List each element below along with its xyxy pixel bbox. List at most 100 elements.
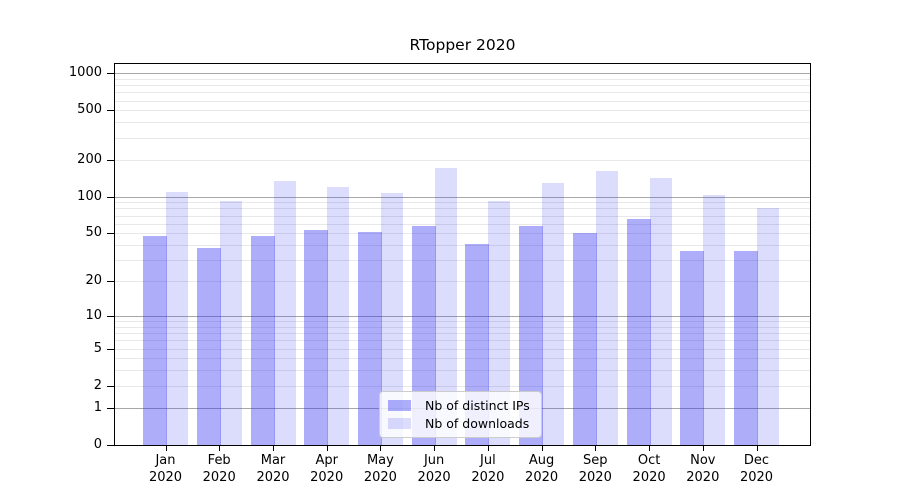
- bar-distinct-ips: [304, 230, 329, 445]
- gridline-minor: [115, 122, 810, 124]
- legend-swatch-downloads-icon: [388, 418, 411, 429]
- gridline-minor: [115, 137, 810, 139]
- gridline-major: [115, 196, 810, 198]
- bar-downloads: [327, 186, 350, 445]
- x-tick-year: 2020: [363, 470, 397, 485]
- bar-downloads: [703, 194, 726, 445]
- x-tick-label: Nov 2020: [671, 452, 735, 486]
- gridline-minor: [115, 326, 810, 328]
- x-tick-label: Jan 2020: [134, 452, 198, 486]
- x-tick-month: Aug: [528, 453, 555, 468]
- x-tick-month: Dec: [743, 453, 770, 468]
- x-tick-mark: [595, 446, 597, 451]
- bar-downloads: [595, 170, 618, 445]
- x-tick-mark: [273, 446, 274, 451]
- gridline-minor: [115, 208, 810, 210]
- y-tick-label: 100: [77, 188, 102, 204]
- x-tick-mark: [219, 446, 221, 451]
- gridline-minor: [115, 370, 810, 372]
- x-tick-mark: [326, 446, 328, 451]
- bar-distinct-ips: [196, 247, 221, 445]
- x-tick-label: Aug 2020: [510, 452, 574, 486]
- x-tick-label: Apr 2020: [295, 452, 359, 486]
- bar-distinct-ips: [143, 235, 167, 445]
- bar-distinct-ips: [680, 250, 705, 445]
- x-tick-year: 2020: [148, 470, 183, 485]
- x-tick-mark: [756, 446, 758, 451]
- chart-title: RTopper 2020: [409, 36, 516, 54]
- x-tick-year: 2020: [471, 470, 505, 485]
- gridline-minor: [115, 85, 810, 86]
- x-tick-month: Jun: [423, 453, 445, 468]
- y-tick-mark: [107, 73, 114, 74]
- gridline-major: [115, 73, 810, 74]
- x-tick-month: Jul: [480, 453, 496, 468]
- gridline-minor: [115, 92, 810, 94]
- x-tick-month: Nov: [690, 453, 716, 468]
- bar-downloads: [542, 182, 565, 445]
- x-tick-mark: [165, 446, 167, 451]
- bar-downloads: [219, 201, 242, 445]
- x-tick-year: 2020: [632, 470, 666, 485]
- gridline-minor: [115, 333, 810, 334]
- x-tick-mark: [649, 446, 651, 451]
- bar-downloads: [757, 208, 779, 445]
- legend-label-downloads: Nb of downloads: [425, 416, 530, 431]
- legend-label-distinct-ips: Nb of distinct IPs: [425, 398, 530, 413]
- bar-downloads: [649, 177, 672, 445]
- bars-layer: [115, 64, 810, 445]
- y-tick-mark: [107, 196, 114, 198]
- y-tick-mark: [107, 281, 114, 283]
- x-tick-year: 2020: [739, 470, 774, 485]
- x-tick-month: May: [366, 453, 394, 468]
- x-tick-month: Sep: [583, 453, 608, 468]
- y-tick-mark: [107, 445, 114, 446]
- y-tick-label: 1: [93, 399, 102, 415]
- bar-downloads: [488, 201, 511, 445]
- x-tick-mark: [702, 446, 704, 451]
- x-tick-label: Dec 2020: [725, 452, 789, 486]
- legend-swatch-distinct-ips-icon: [388, 400, 411, 411]
- gridline-minor: [115, 223, 810, 225]
- bar-downloads: [273, 180, 296, 445]
- gridline-minor: [115, 202, 810, 204]
- x-tick-label: May 2020: [348, 452, 412, 486]
- gridline-minor: [115, 340, 810, 342]
- bar-distinct-ips: [734, 250, 758, 445]
- gridline-minor: [115, 385, 810, 387]
- gridline-minor: [115, 321, 810, 322]
- x-tick-label: Jul 2020: [456, 452, 520, 486]
- y-tick-mark: [107, 407, 114, 409]
- gridline-minor: [115, 245, 810, 247]
- gridline-minor: [115, 348, 810, 350]
- grid-layer: [115, 64, 810, 445]
- bar-downloads: [166, 192, 188, 445]
- bar-distinct-ips: [626, 218, 651, 445]
- x-tick-mark: [541, 446, 543, 451]
- y-tick-label: 50: [85, 225, 102, 241]
- x-tick-year: 2020: [256, 470, 290, 485]
- gridline-minor: [115, 78, 810, 80]
- gridline-minor: [115, 358, 810, 360]
- x-tick-year: 2020: [417, 470, 451, 485]
- bar-distinct-ips: [572, 233, 597, 445]
- x-tick-mark: [487, 446, 489, 451]
- y-tick-mark: [107, 348, 114, 350]
- x-tick-year: 2020: [686, 470, 720, 485]
- gridline-minor: [115, 159, 810, 161]
- bar-downloads: [434, 168, 457, 445]
- y-tick-label: 5: [93, 340, 102, 356]
- gridline-minor: [115, 100, 810, 102]
- y-tick-label: 10: [85, 307, 102, 323]
- x-tick-month: Mar: [260, 453, 286, 468]
- y-tick-mark: [107, 110, 114, 112]
- x-tick-label: Feb 2020: [187, 452, 251, 486]
- x-tick-month: Apr: [315, 453, 338, 468]
- x-tick-label: Jun 2020: [402, 452, 466, 486]
- x-tick-year: 2020: [578, 470, 612, 485]
- y-tick-mark: [107, 385, 114, 387]
- x-tick-label: Oct 2020: [617, 452, 681, 486]
- x-tick-year: 2020: [525, 470, 559, 485]
- x-tick-mark: [380, 446, 382, 451]
